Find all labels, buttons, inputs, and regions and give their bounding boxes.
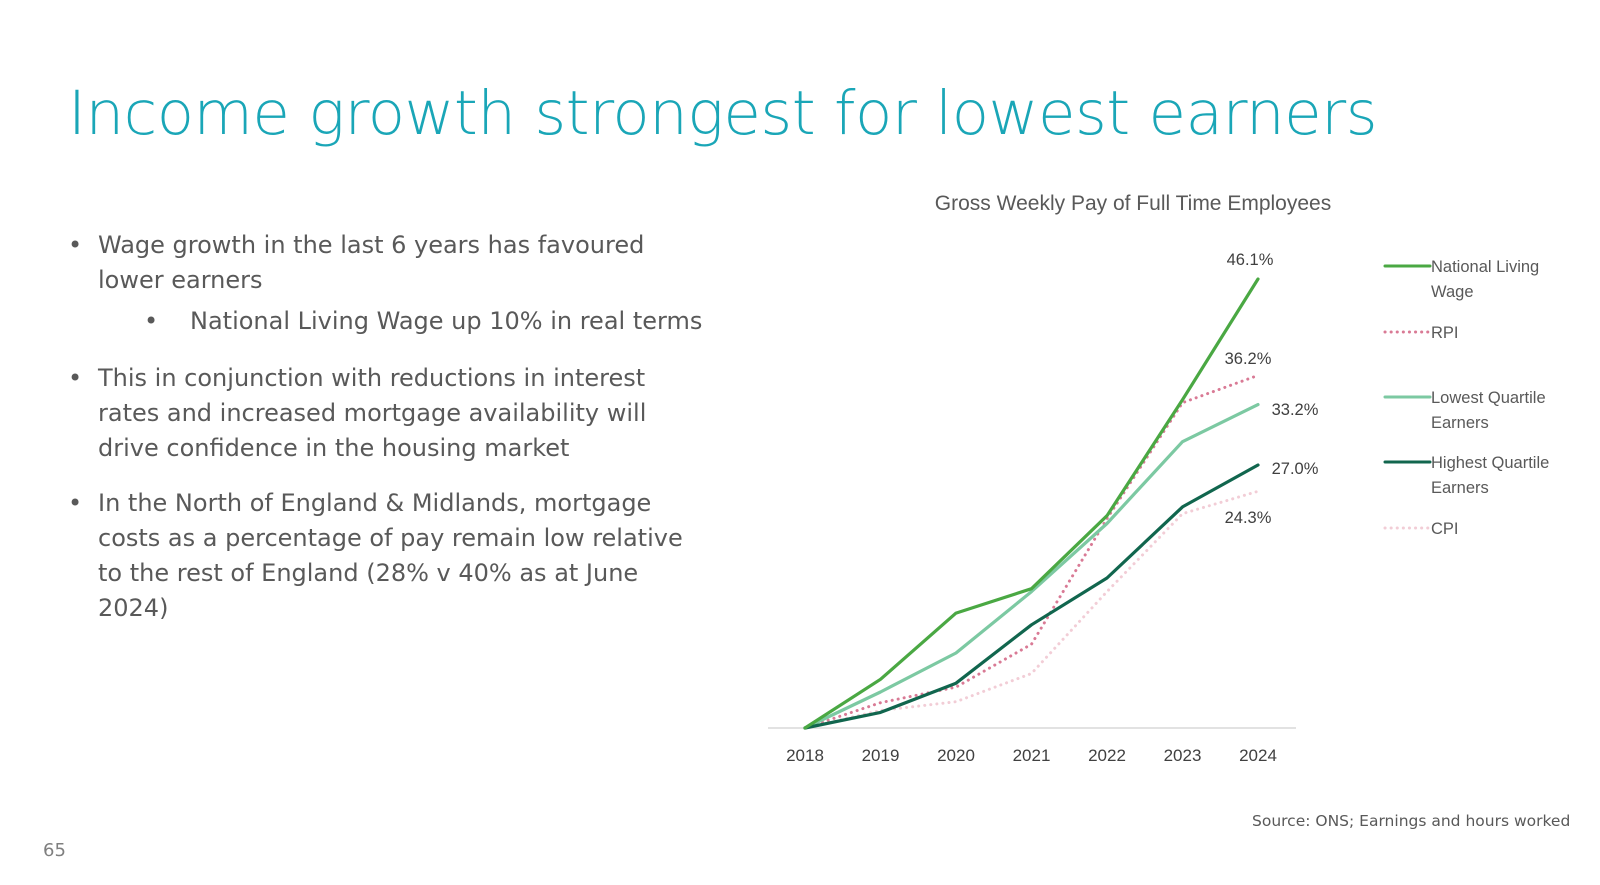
- legend-label-line: Lowest Quartile: [1431, 389, 1546, 407]
- series-line-highest-quartile-earners: [803, 463, 1260, 730]
- sub-bullet-item: National Living Wage up 10% in real term…: [68, 304, 708, 339]
- bullet-item: In the North of England & Midlands, mort…: [68, 486, 708, 626]
- bullet-list: Wage growth in the last 6 years has favo…: [68, 228, 708, 626]
- bullet-item: This in conjunction with reductions in i…: [68, 361, 708, 466]
- data-label: 36.2%: [1225, 350, 1272, 368]
- data-label: 24.3%: [1225, 509, 1272, 527]
- legend-label: National Living Wage: [1431, 258, 1539, 301]
- x-tick-label: 2019: [862, 746, 900, 765]
- legend-label: CPI: [1431, 520, 1459, 538]
- series-line-cpi: [803, 489, 1260, 730]
- legend-label-line: Earners: [1431, 414, 1489, 432]
- legend-label: Highest Quartile Earners: [1431, 454, 1549, 497]
- legend-label-line: Highest Quartile: [1431, 454, 1549, 472]
- legend-label-line: National Living: [1431, 258, 1539, 276]
- page-number: 65: [43, 840, 66, 861]
- source-note: Source: ONS; Earnings and hours worked: [1252, 812, 1571, 830]
- legend-label-line: Wage: [1431, 283, 1474, 301]
- x-tick-label: 2022: [1088, 746, 1126, 765]
- x-tick-label: 2023: [1164, 746, 1202, 765]
- x-tick-label: 2024: [1239, 746, 1277, 765]
- series-line-lowest-quartile-earners: [803, 403, 1260, 730]
- legend-label-line: Earners: [1431, 479, 1489, 497]
- series-line-rpi: [803, 373, 1260, 730]
- legend-label-line: CPI: [1431, 520, 1459, 538]
- data-label: 27.0%: [1272, 460, 1319, 478]
- x-tick-label: 2018: [786, 746, 824, 765]
- data-label: 33.2%: [1272, 401, 1319, 419]
- legend-label-line: RPI: [1431, 324, 1459, 342]
- chart-title: Gross Weekly Pay of Full Time Employees: [935, 192, 1331, 215]
- legend-label: Lowest Quartile Earners: [1431, 389, 1546, 432]
- bullet-item: Wage growth in the last 6 years has favo…: [68, 228, 708, 298]
- slide-title: Income growth strongest for lowest earne…: [68, 78, 1378, 149]
- series-line-national-living-wage: [803, 277, 1260, 730]
- legend-label: RPI: [1431, 324, 1459, 342]
- x-tick-label: 2021: [1013, 746, 1051, 765]
- x-tick-label: 2020: [937, 746, 975, 765]
- data-label: 46.1%: [1227, 251, 1274, 269]
